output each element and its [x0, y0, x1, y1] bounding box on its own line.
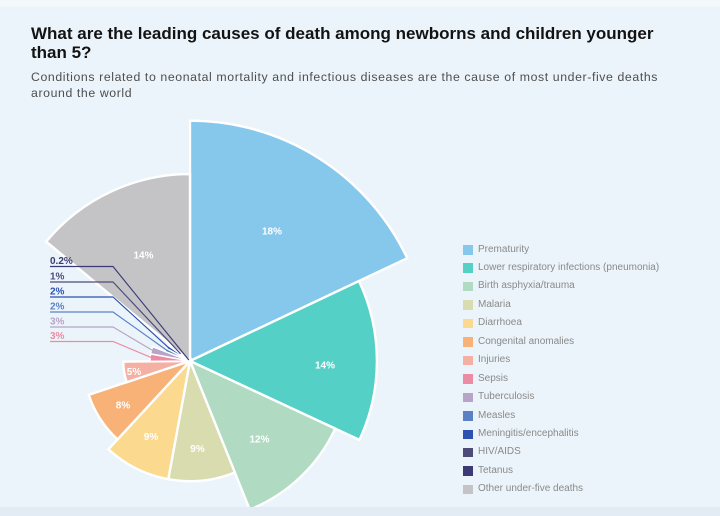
svg-text:5%: 5% — [127, 367, 142, 378]
svg-text:12%: 12% — [249, 435, 269, 446]
svg-text:14%: 14% — [315, 361, 335, 372]
svg-text:1%: 1% — [50, 272, 65, 283]
svg-text:8%: 8% — [116, 401, 131, 412]
svg-text:14%: 14% — [133, 251, 153, 262]
svg-text:9%: 9% — [190, 444, 205, 455]
svg-text:0.2%: 0.2% — [50, 256, 73, 267]
svg-text:3%: 3% — [50, 331, 65, 342]
svg-text:2%: 2% — [50, 302, 65, 313]
svg-text:3%: 3% — [50, 317, 65, 328]
svg-text:2%: 2% — [50, 287, 65, 298]
svg-text:18%: 18% — [262, 227, 282, 238]
svg-text:9%: 9% — [144, 432, 159, 443]
